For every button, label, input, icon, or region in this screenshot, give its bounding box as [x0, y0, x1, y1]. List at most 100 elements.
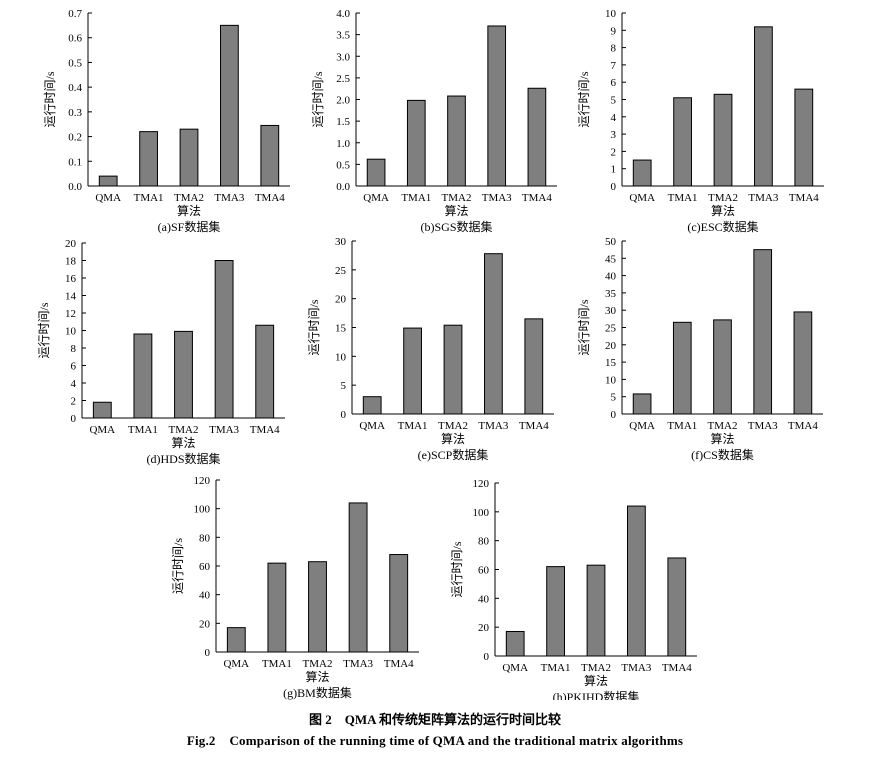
chart-e-bar	[443, 324, 463, 415]
chart-a-y-tick-label: 0.1	[68, 156, 82, 168]
chart-e-bar	[362, 396, 382, 415]
chart-f-x-tick-label: QMA	[629, 420, 655, 432]
chart-a-y-tick-label: 0.6	[68, 33, 82, 45]
chart-c-y-tick-label: 8	[611, 43, 617, 55]
chart-b-bar	[406, 99, 426, 187]
chart-g-y-tick-label: 100	[194, 504, 211, 516]
chart-b-x-tick-label: TMA3	[482, 192, 512, 204]
chart-c-y-tick-label: 10	[605, 8, 617, 20]
chart-h-y-tick-label: 120	[473, 478, 490, 490]
chart-f-bar	[632, 393, 652, 415]
chart-e-bar	[484, 253, 503, 415]
chart-d-y-tick-label: 4	[71, 378, 77, 390]
chart-c-bar	[794, 88, 814, 187]
chart-f-bar	[753, 249, 773, 415]
chart-c-bar	[754, 26, 773, 187]
chart-c-y-tick-label: 9	[611, 25, 617, 37]
chart-e-x-tick-label: TMA1	[398, 420, 428, 432]
chart-c-x-tick-label: TMA3	[748, 192, 778, 204]
chart-g-bar	[226, 627, 246, 653]
chart-f-y-tick-label: 20	[605, 340, 617, 352]
chart-c-y-tick-label: 3	[611, 129, 617, 141]
chart-d-y-tick-label: 0	[71, 413, 77, 425]
chart-h-title: (h)PKIHD数据集	[553, 689, 640, 700]
chart-h-x-tick-label: TMA1	[541, 662, 571, 674]
chart-f-y-tick-label: 40	[605, 271, 617, 283]
chart-c-y-tick-label: 5	[611, 95, 617, 107]
chart-f-y-tick-label: 10	[605, 374, 617, 386]
chart-b-y-tick-label: 0.5	[336, 159, 350, 171]
caption-text-zh: QMA 和传统矩阵算法的运行时间比较	[344, 712, 562, 727]
chart-d-bar	[174, 330, 193, 419]
chart-b-x-axis-title: 算法	[444, 203, 468, 218]
chart-f-y-tick-label: 30	[605, 305, 617, 317]
chart-c-title: (c)ESC数据集	[687, 219, 758, 234]
chart-d-x-tick-label: TMA4	[250, 424, 280, 436]
chart-h-bar	[505, 630, 525, 657]
chart-d-y-tick-label: 20	[65, 238, 77, 250]
chart-b-y-axis-title: 运行时间/s	[311, 71, 325, 127]
chart-g-y-tick-label: 120	[194, 475, 211, 487]
chart-f-x-axis-title: 算法	[710, 431, 734, 446]
chart-b-y-tick-label: 4.0	[336, 8, 350, 20]
chart-b-y-tick-label: 2.5	[336, 73, 350, 85]
chart-g-y-tick-label: 0	[205, 647, 211, 659]
chart-f-x-tick-label: TMA3	[748, 420, 778, 432]
figure-caption-en: Fig.2 Comparison of the running time of …	[0, 733, 870, 749]
chart-d-y-tick-label: 16	[65, 273, 77, 285]
chart-f-y-tick-label: 50	[605, 236, 617, 248]
chart-b-y-tick-label: 1.5	[336, 116, 350, 128]
chart-c-y-tick-label: 6	[611, 77, 617, 89]
chart-d-y-tick-label: 10	[65, 326, 77, 338]
chart-g-panel: 0 20 40 60 80 100 120 QMA TMA1 TMA2 TMA3 TMA4 算法(g)B…	[171, 475, 419, 700]
chart-c-bar	[632, 159, 652, 187]
chart-f-x-tick-label: TMA1	[667, 420, 697, 432]
chart-a-x-tick-label: TMA4	[255, 192, 285, 204]
chart-g-bar	[389, 554, 409, 653]
chart-c-y-tick-label: 7	[611, 60, 617, 72]
chart-a-y-tick-label: 0.4	[68, 82, 82, 94]
chart-d-y-tick-label: 6	[71, 361, 77, 373]
chart-f-y-axis-title: 运行时间/s	[577, 299, 591, 355]
chart-b-y-tick-label: 0.0	[336, 181, 350, 193]
chart-g-y-tick-label: 80	[199, 532, 211, 544]
chart-e-bar	[524, 318, 544, 415]
chart-c-y-tick-label: 1	[611, 164, 617, 176]
chart-e-x-axis-title: 算法	[441, 431, 465, 446]
chart-e-x-tick-label: TMA3	[478, 420, 508, 432]
chart-b-panel: 0.0 0.5 1.0 1.5 2.0 2.5 3.0 3.5 4.0 QMA TMA1 TMA2 TM…	[311, 8, 557, 234]
chart-a-bar	[179, 128, 199, 187]
chart-a-y-tick-label: 0.2	[68, 132, 82, 144]
chart-h-bar	[546, 566, 565, 657]
chart-g-bar	[308, 561, 327, 653]
chart-g-bar	[348, 502, 368, 653]
chart-h-x-tick-label: QMA	[502, 662, 528, 674]
chart-e-y-tick-label: 0	[341, 409, 347, 421]
chart-b-x-tick-label: TMA2	[442, 192, 472, 204]
chart-c-y-tick-label: 2	[611, 146, 617, 158]
chart-a-title: (a)SF数据集	[158, 219, 221, 234]
chart-b-y-tick-label: 1.0	[336, 138, 350, 150]
chart-e-y-tick-label: 10	[335, 351, 347, 363]
chart-b-y-tick-label: 3.5	[336, 30, 350, 42]
chart-a-x-axis-title: 算法	[177, 203, 201, 218]
chart-h-bar	[586, 564, 606, 657]
chart-a-bar	[98, 175, 118, 187]
chart-b-y-tick-label: 2.0	[336, 95, 350, 107]
chart-h-x-tick-label: TMA2	[581, 662, 611, 674]
chart-h-y-tick-label: 60	[478, 565, 490, 577]
chart-d-bar	[255, 324, 275, 419]
chart-d-y-tick-label: 14	[65, 291, 77, 303]
caption-text-en: Comparison of the running time of QMA an…	[229, 733, 684, 748]
chart-c-bar	[673, 97, 692, 187]
chart-a-x-tick-label: TMA2	[174, 192, 204, 204]
chart-a-bar	[139, 131, 158, 187]
chart-d-panel: 0 2 4 6 8 10 12 14 16 18 20 QMA TMA1 TMA2 TMA3 TMA4 算法(d…	[37, 238, 285, 466]
chart-f-x-tick-label: TMA2	[708, 420, 738, 432]
chart-a-x-tick-label: TMA3	[214, 192, 244, 204]
chart-e-x-tick-label: TMA4	[519, 420, 549, 432]
chart-f-y-tick-label: 0	[611, 409, 617, 421]
chart-e-y-tick-label: 15	[335, 323, 347, 335]
chart-c-x-tick-label: TMA4	[789, 192, 819, 204]
chart-e-bar	[403, 327, 422, 415]
